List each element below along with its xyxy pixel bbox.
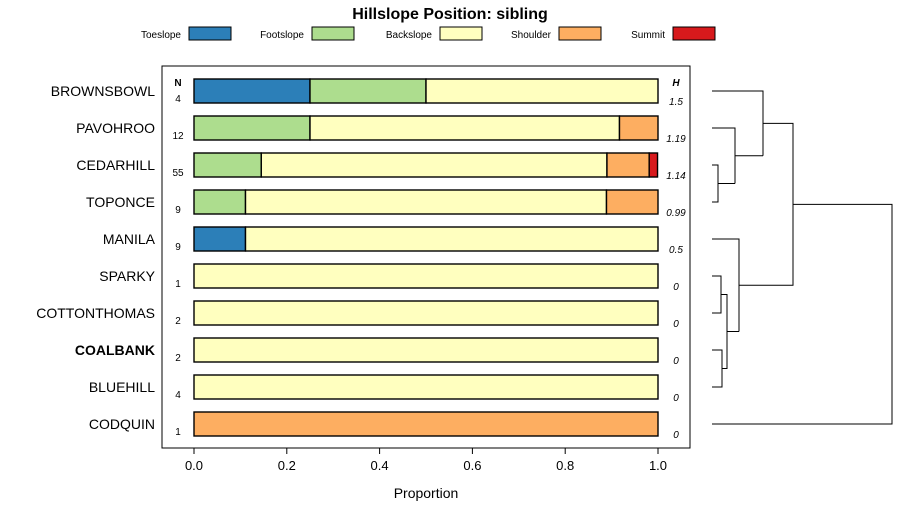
n-value: 9 <box>175 205 181 216</box>
row-label: MANILA <box>103 231 156 247</box>
n-value: 1 <box>175 279 181 290</box>
x-tick-label: 0.4 <box>371 458 389 473</box>
chart-title: Hillslope Position: sibling <box>352 6 548 23</box>
n-value: 4 <box>175 390 181 401</box>
h-value: 0 <box>673 319 679 330</box>
bar-row-codquin: CODQUIN 1 0 <box>89 411 679 441</box>
bar-segment-toeslope <box>193 226 247 252</box>
dendrogram-branch <box>712 238 740 332</box>
x-tick-label: 0.6 <box>463 458 481 473</box>
bar-segment-backslope <box>193 263 659 289</box>
legend-label-shoulder: Shoulder <box>511 30 552 41</box>
dendrogram-branch <box>712 164 719 203</box>
bar-row-pavohroo: PAVOHROO 12 1.19 <box>76 115 686 145</box>
bar-row-cedarhill: CEDARHILL 55 1.14 <box>76 152 686 182</box>
bar-segment-backslope <box>244 226 659 252</box>
bar-row-sparky: SPARKY 1 0 <box>99 263 679 293</box>
h-header: H <box>672 78 680 89</box>
dendrogram-branch <box>712 349 723 388</box>
row-label: CEDARHILL <box>76 157 155 173</box>
bar-segment-shoulder <box>193 411 659 437</box>
n-value: 2 <box>175 353 181 364</box>
n-value: 55 <box>172 168 184 179</box>
row-label: SPARKY <box>99 268 155 284</box>
n-value: 4 <box>175 94 181 105</box>
bar-segment-backslope <box>244 189 608 215</box>
bar-segment-shoulder <box>606 152 650 178</box>
legend-label-footslope: Footslope <box>260 30 304 41</box>
x-tick-label: 0.0 <box>185 458 203 473</box>
dendrogram-branch <box>712 90 764 156</box>
h-value: 1.14 <box>666 171 686 182</box>
row-label: TOPONCE <box>86 194 155 210</box>
n-value: 9 <box>175 242 181 253</box>
bar-segment-shoulder <box>618 115 659 141</box>
x-axis-title: Proportion <box>394 485 459 501</box>
dendrogram-branch <box>712 275 722 314</box>
bar-segment-backslope <box>193 300 659 326</box>
bar-row-toponce: TOPONCE 9 0.99 <box>86 189 686 219</box>
x-tick-label: 1.0 <box>649 458 667 473</box>
bar-segment-footslope <box>193 152 262 178</box>
h-value: 0.5 <box>669 245 683 256</box>
x-tick-label: 0.8 <box>556 458 574 473</box>
bar-row-bluehill: BLUEHILL 4 0 <box>89 374 679 404</box>
bar-segment-summit <box>648 152 659 178</box>
bar-segment-toeslope <box>193 78 311 104</box>
h-value: 0 <box>673 356 679 367</box>
dendrogram <box>712 90 893 425</box>
h-value: 1.19 <box>666 134 686 145</box>
h-value: 0.99 <box>666 208 686 219</box>
row-label: BROWNSBOWL <box>51 83 155 99</box>
row-label: CODQUIN <box>89 416 155 432</box>
bar-row-cottonthomas: COTTONTHOMAS 2 0 <box>36 300 679 330</box>
bar-segment-footslope <box>193 189 247 215</box>
legend-label-toeslope: Toeslope <box>141 30 181 41</box>
row-label: BLUEHILL <box>89 379 155 395</box>
x-tick-label: 0.2 <box>278 458 296 473</box>
legend-label-backslope: Backslope <box>386 30 433 41</box>
n-value: 12 <box>172 131 184 142</box>
legend-swatch-backslope <box>439 26 483 41</box>
dendrogram-branch <box>712 127 736 184</box>
x-axis: 0.0 0.2 0.4 0.6 0.8 1.0 <box>185 448 667 473</box>
bar-segment-backslope <box>193 337 659 363</box>
row-label: COTTONTHOMAS <box>36 305 155 321</box>
bar-row-coalbank: COALBANK 2 0 <box>75 337 679 367</box>
row-label: COALBANK <box>75 342 155 358</box>
n-header: N <box>174 78 181 89</box>
bar-row-brownsbowl: BROWNSBOWL 4 1.5 <box>51 78 683 108</box>
bar-row-manila: MANILA 9 0.5 <box>103 226 683 256</box>
h-value: 1.5 <box>669 97 683 108</box>
legend: Toeslope Footslope Backslope Shoulder Summit <box>141 26 716 41</box>
legend-swatch-shoulder <box>558 26 602 41</box>
bar-segment-backslope <box>309 115 621 141</box>
legend-label-summit: Summit <box>631 30 665 41</box>
h-value: 0 <box>673 393 679 404</box>
bar-segment-backslope <box>260 152 608 178</box>
dendrogram-branch <box>739 122 794 286</box>
bar-segment-footslope <box>193 115 311 141</box>
dendrogram-branch <box>712 203 893 425</box>
plot-frame <box>161 65 691 449</box>
bar-segment-shoulder <box>605 189 659 215</box>
row-label: PAVOHROO <box>76 120 155 136</box>
n-value: 1 <box>175 427 181 438</box>
legend-swatch-toeslope <box>188 26 232 41</box>
bar-segment-backslope <box>425 78 659 104</box>
legend-swatch-footslope <box>311 26 355 41</box>
h-value: 0 <box>673 282 679 293</box>
legend-swatch-summit <box>672 26 716 41</box>
bar-segment-backslope <box>193 374 659 400</box>
h-value: 0 <box>673 430 679 441</box>
n-value: 2 <box>175 316 181 327</box>
bar-segment-footslope <box>309 78 427 104</box>
